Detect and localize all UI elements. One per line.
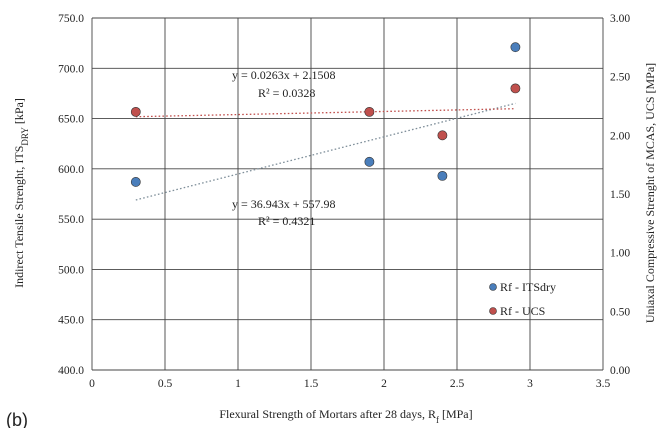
its-r2: R² = 0.4321 — [258, 214, 315, 228]
grid-lines — [91, 17, 604, 371]
ucs-equation: y = 0.0263x + 2.1508 — [232, 68, 336, 82]
y-tick-label: 400.0 — [58, 365, 84, 377]
y-tick-label: 750.0 — [58, 13, 84, 25]
trend-annotations: y = 0.0263x + 2.1508 R² = 0.0328 y = 36.… — [232, 68, 336, 228]
y-tick-label: 450.0 — [58, 315, 84, 327]
trendline-series-1 — [135, 108, 516, 118]
data-point-series-0-0 — [130, 177, 141, 187]
its-equation: y = 36.943x + 557.98 — [232, 197, 336, 211]
y-axis-ticks: 400.0 450.0 500.0 550.0 600.0 650.0 700.0 750.0 — [58, 13, 84, 377]
legend-marker-ucs — [489, 307, 497, 315]
x-tick-label: 0 — [89, 378, 95, 390]
data-point-series-1-0 — [130, 106, 141, 117]
x-tick-label: 3.5 — [596, 378, 611, 390]
ucs-r2: R² = 0.0328 — [258, 86, 315, 100]
x-axis-ticks: 0 0.5 1 1.5 2 2.5 3 3.5 — [89, 378, 610, 390]
legend-marker-its — [489, 283, 497, 291]
trendlines — [135, 102, 516, 201]
y2-tick-label: 0.00 — [610, 365, 630, 377]
y2-tick-label: 2.00 — [610, 130, 630, 142]
legend-label-its: Rf - ITSdry — [500, 280, 556, 294]
data-point-series-1-3 — [510, 83, 521, 94]
x-tick-label: 3 — [527, 378, 533, 390]
trendline-series-0 — [135, 102, 516, 201]
y-tick-label: 500.0 — [58, 264, 84, 276]
y2-tick-label: 0.50 — [610, 306, 630, 318]
y2-tick-label: 2.50 — [610, 72, 630, 84]
y-tick-label: 550.0 — [58, 214, 84, 226]
x-tick-label: 1 — [235, 378, 241, 390]
y-tick-label: 600.0 — [58, 164, 84, 176]
y2-axis-ticks: 0.00 0.50 1.00 1.50 2.00 2.50 3.00 — [610, 13, 630, 377]
x-tick-label: 2 — [381, 378, 387, 390]
y-tick-label: 650.0 — [58, 114, 84, 126]
data-point-series-1-2 — [437, 130, 448, 141]
x-axis-label: Flexural Strength of Mortars after 28 da… — [219, 407, 472, 425]
y-axis-label: Indirect Tensile Strenght, ITSDRY [kPa] — [12, 98, 30, 288]
y2-tick-label: 1.50 — [610, 189, 630, 201]
data-point-series-1-1 — [364, 106, 375, 117]
x-tick-label: 2.5 — [450, 378, 465, 390]
y2-tick-label: 3.00 — [610, 13, 630, 25]
panel-label: (b) — [6, 410, 28, 428]
y2-tick-label: 1.00 — [610, 248, 630, 260]
data-point-series-0-2 — [437, 170, 448, 181]
x-tick-label: 0.5 — [158, 378, 173, 390]
data-point-series-0-1 — [364, 156, 375, 167]
legend: Rf - ITSdry Rf - UCS — [489, 280, 556, 318]
y-tick-label: 700.0 — [58, 63, 84, 75]
data-points — [130, 42, 521, 187]
legend-label-ucs: Rf - UCS — [500, 304, 545, 318]
x-tick-label: 1.5 — [304, 378, 319, 390]
data-point-series-0-3 — [510, 42, 521, 53]
y2-axis-label: Uniaxal Compressive Strenght of MCAS, UC… — [643, 63, 657, 323]
